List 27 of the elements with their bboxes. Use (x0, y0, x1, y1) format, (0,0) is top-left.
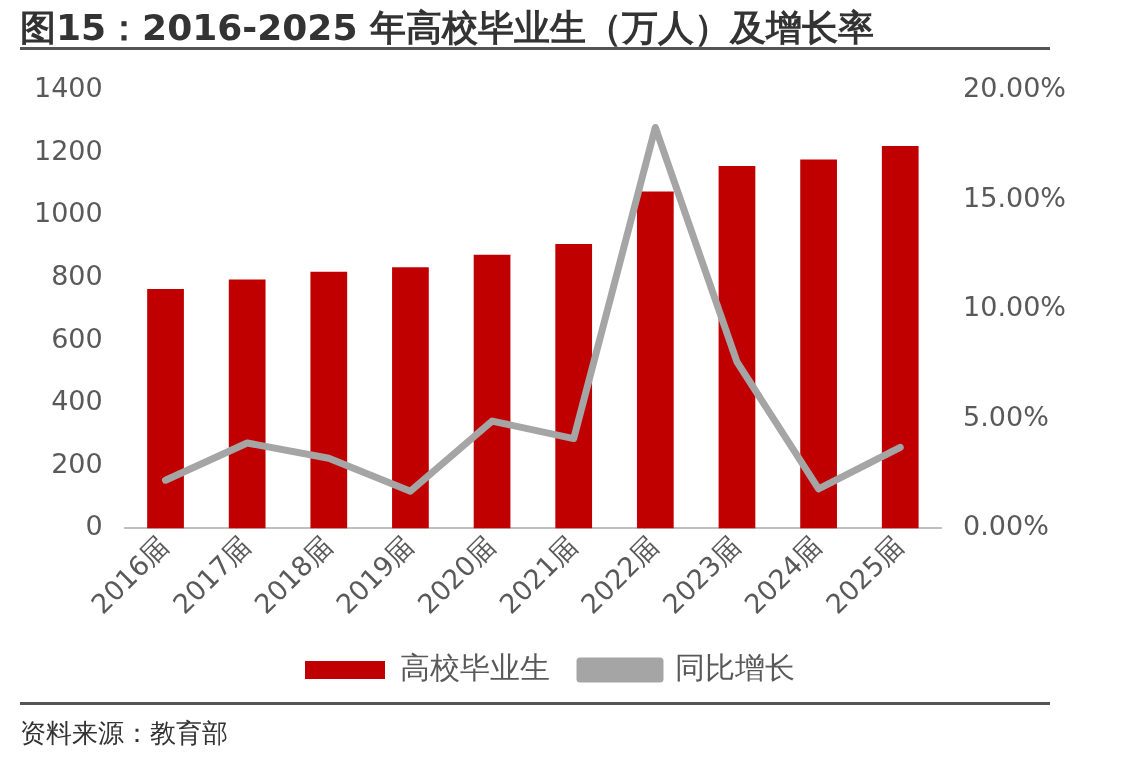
y2-tick-label: 10.00% (963, 291, 1066, 323)
text: 资料来源：教育部 (20, 717, 228, 750)
bar (228, 279, 266, 529)
y-tick-label: 800 (51, 260, 103, 292)
bar (473, 254, 511, 529)
legend-label: 同比增长 (675, 649, 795, 685)
bar (881, 145, 919, 529)
y2-tick-label: 5.00% (963, 400, 1049, 432)
bar (800, 159, 837, 529)
y2-tick-label: 15.00% (963, 181, 1066, 213)
y-tick-label: 600 (51, 322, 103, 354)
y-tick-label: 1400 (33, 72, 103, 104)
y-tick-label: 400 (51, 385, 103, 417)
y2-tick-label: 20.00% (963, 72, 1066, 104)
bar (718, 165, 756, 529)
bar (310, 271, 348, 529)
bar (147, 288, 184, 529)
chart-title: 图15：2016-2025 年高校毕业生（万人）及增长率 (20, 6, 874, 50)
y-tick-label: 1000 (33, 197, 103, 229)
y2-tick-label: 0.00% (963, 510, 1049, 542)
bar (555, 243, 593, 529)
y-tick-label: 0 (85, 510, 103, 542)
bar (636, 191, 674, 529)
legend-label: 高校毕业生 (400, 649, 550, 685)
y-tick-label: 1200 (33, 134, 103, 166)
bar (392, 267, 429, 529)
y-tick-label: 200 (51, 447, 103, 479)
